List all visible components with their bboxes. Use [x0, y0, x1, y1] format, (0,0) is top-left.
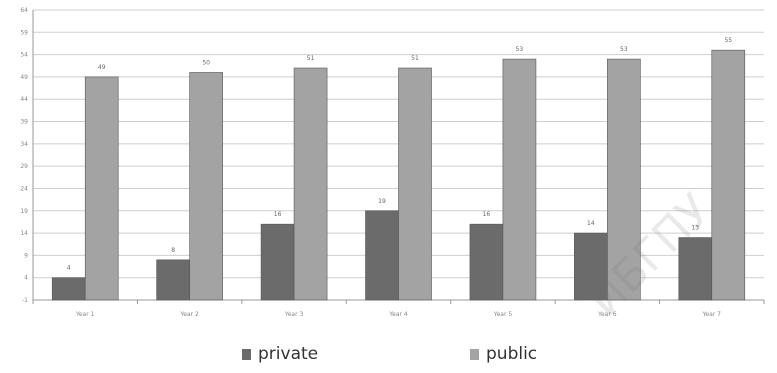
data-label-public: 49 [98, 64, 106, 71]
data-label-public: 53 [516, 46, 524, 53]
legend-item-public: public [470, 344, 537, 364]
bar-public [84, 76, 119, 301]
y-tick-label: 14 [20, 230, 28, 237]
data-label-public: 51 [411, 55, 419, 62]
bar-private [365, 210, 399, 301]
y-tick-label: 24 [20, 185, 28, 192]
y-tick-label: 54 [20, 52, 28, 59]
y-tick-label: 4 [24, 275, 28, 282]
bar-private [51, 277, 86, 301]
bar-private [156, 259, 190, 301]
y-tick-label: 39 [20, 119, 28, 126]
y-tick-label: 9 [24, 252, 28, 259]
legend-swatch-private [242, 348, 251, 360]
data-label-public: 55 [724, 37, 732, 44]
bar-private [469, 223, 504, 301]
y-tick-label: 59 [20, 29, 28, 36]
y-tick-label: 19 [20, 208, 28, 215]
x-tick-label: Year 2 [179, 311, 199, 318]
data-label-private: 4 [67, 265, 71, 272]
legend-swatch-public [470, 348, 479, 360]
data-label-private: 16 [483, 211, 491, 218]
legend-label-private: private [258, 344, 319, 364]
bar-public [711, 49, 746, 301]
bar-private [574, 232, 608, 301]
y-tick-label: -1 [22, 297, 28, 304]
data-label-public: 50 [202, 59, 210, 66]
data-label-private: 16 [274, 211, 282, 218]
x-tick-label: Year 7 [702, 311, 722, 318]
data-label-private: 14 [587, 220, 595, 227]
y-tick-label: 49 [20, 74, 28, 81]
bar-private [260, 223, 295, 301]
legend-item-private: private [242, 344, 318, 364]
chart-legend: private public [0, 344, 777, 368]
bar-public [189, 72, 223, 301]
legend-label-public: public [486, 344, 538, 364]
bar-public [398, 67, 432, 301]
y-tick-label: 34 [20, 141, 28, 148]
x-tick-label: Year 1 [75, 311, 95, 318]
x-tick-label: Year 6 [597, 311, 617, 318]
y-tick-label: 64 [20, 7, 28, 14]
data-label-private: 13 [691, 225, 699, 232]
bar-private [678, 237, 713, 301]
bar-public [607, 58, 641, 301]
data-label-private: 8 [171, 247, 175, 254]
data-label-public: 53 [620, 46, 628, 53]
bar-public [293, 67, 328, 301]
x-tick-label: Year 5 [493, 311, 513, 318]
x-tick-label: Year 4 [388, 311, 408, 318]
y-tick-label: 29 [20, 163, 28, 170]
data-label-public: 51 [307, 55, 315, 62]
x-tick-label: Year 3 [284, 311, 304, 318]
y-tick-label: 44 [20, 96, 28, 103]
data-label-private: 19 [378, 198, 386, 205]
bar-public [502, 58, 537, 301]
